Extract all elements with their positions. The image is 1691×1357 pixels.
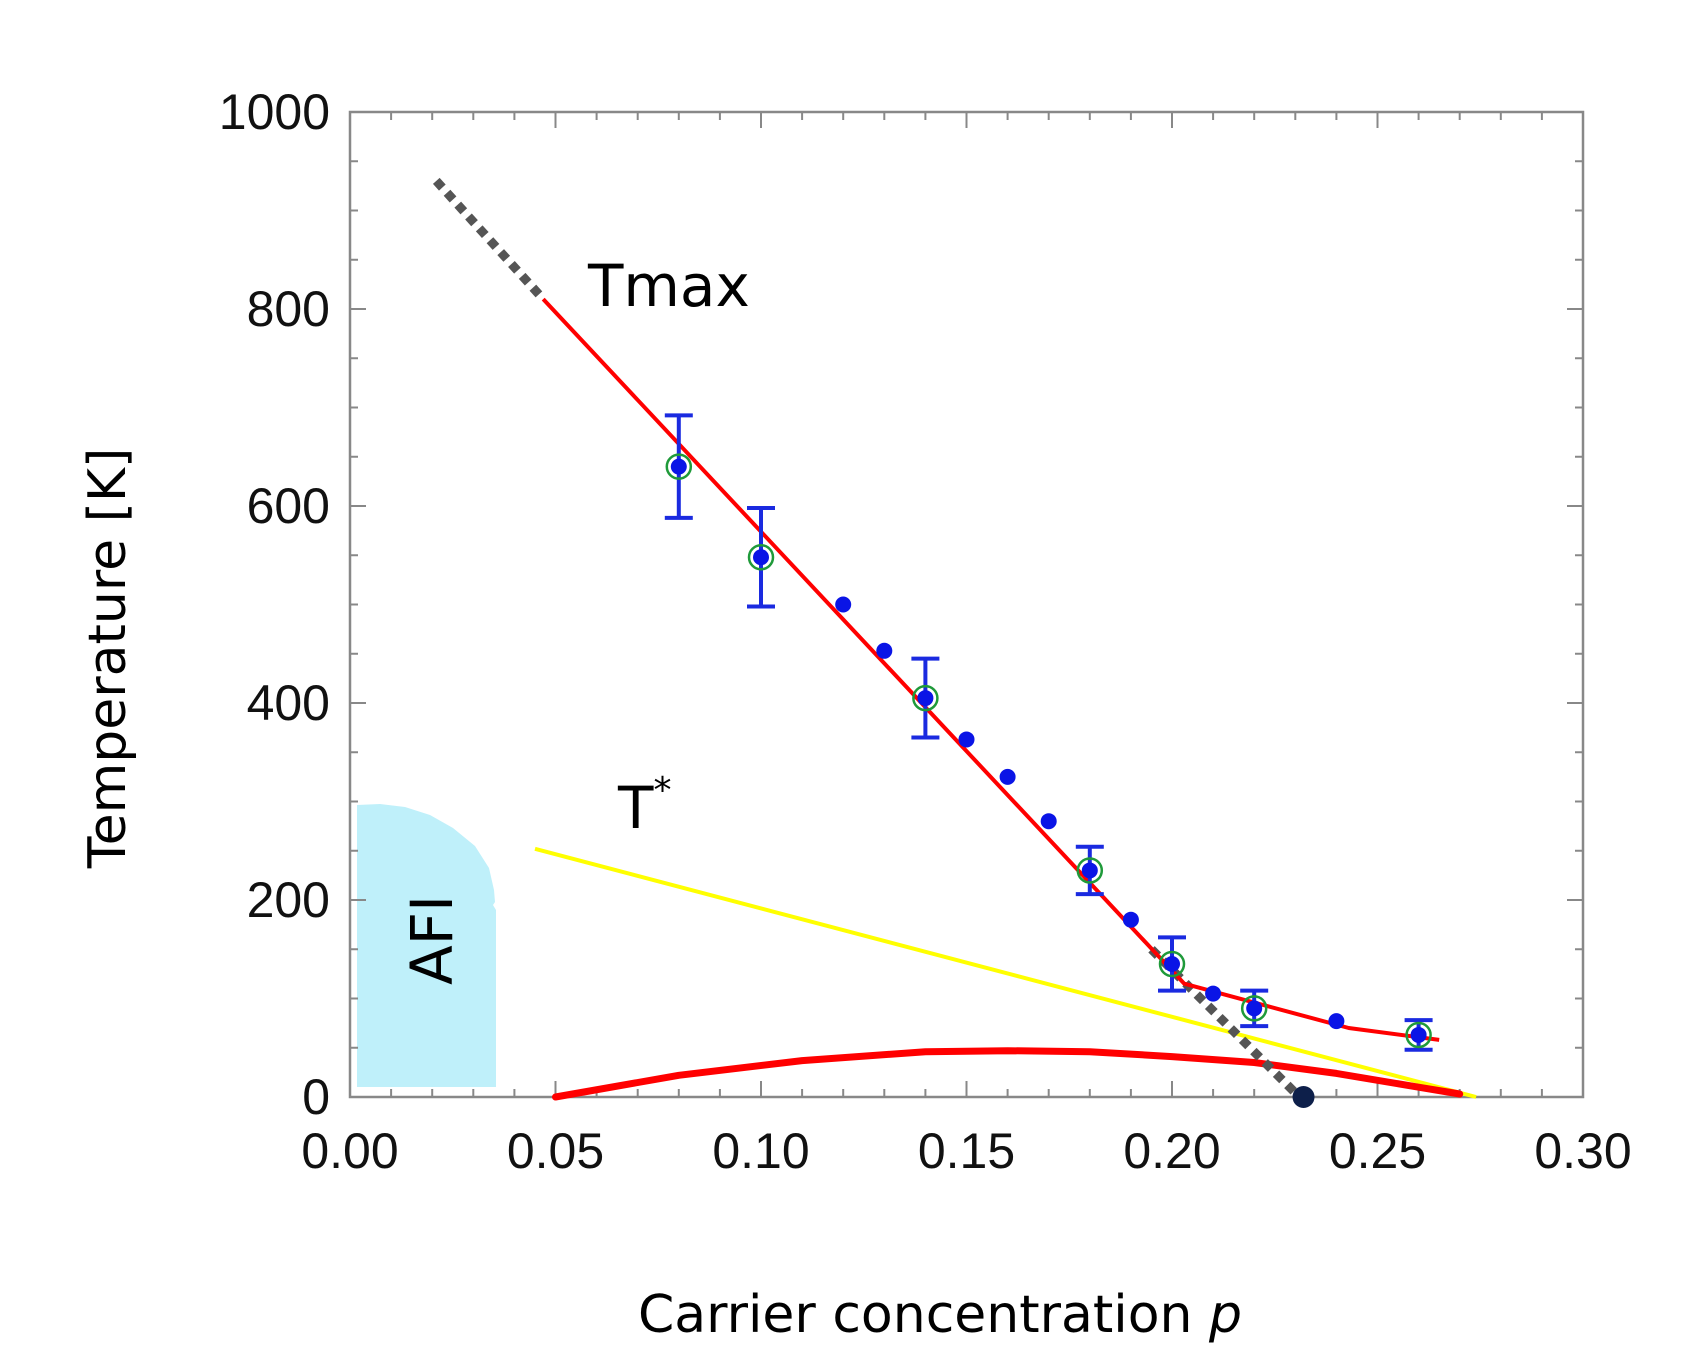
endpoint-marker — [1292, 1086, 1315, 1108]
open-circle-marker — [1405, 1021, 1432, 1049]
data-point — [999, 768, 1016, 785]
x-tick-label: 0.30 — [1534, 1123, 1631, 1179]
data-point — [753, 549, 769, 566]
dome-curve — [552, 1047, 1464, 1101]
y-tick-label: 0 — [302, 1069, 330, 1125]
open-circle-marker — [912, 684, 939, 712]
x-tick-label: 0.15 — [918, 1123, 1015, 1179]
data-point — [958, 731, 975, 748]
data-point — [1081, 862, 1098, 879]
tmax-fit-line — [541, 297, 1440, 1042]
plot-frame — [348, 110, 1585, 1099]
afi-region — [357, 804, 496, 1087]
afi-region-layer — [357, 804, 496, 1087]
x-tick-label: 0.05 — [507, 1123, 604, 1179]
data-point — [1410, 1026, 1427, 1043]
x-tick-label: 0.00 — [301, 1123, 398, 1179]
points-layer — [665, 453, 1432, 1108]
data-point — [1246, 1000, 1263, 1017]
annotation-tmax: Tmax — [587, 252, 750, 320]
data-point — [917, 690, 934, 707]
open-circle-marker — [1240, 995, 1268, 1022]
t-star-base: T — [617, 774, 654, 842]
axis-ticks — [349, 111, 1584, 1098]
x-axis-title-space — [1192, 1285, 1209, 1345]
x-tick-label: 0.10 — [712, 1123, 809, 1179]
x-tick-labels: 0.00 0.05 0.10 0.15 0.20 0.25 0.30 — [301, 1123, 1631, 1179]
x-axis-title: Carrier concentration p — [638, 1285, 1242, 1345]
y-tick-label: 600 — [247, 478, 330, 534]
error-bars-layer — [664, 413, 1433, 1052]
annotation-t-star: T* — [617, 770, 671, 842]
open-circle-marker — [665, 453, 693, 480]
data-point — [1164, 956, 1180, 973]
dotted-extrapolation-line — [432, 177, 547, 303]
x-tick-label: 0.25 — [1329, 1123, 1426, 1179]
x-tick-label: 0.20 — [1123, 1123, 1220, 1179]
data-point — [1040, 813, 1057, 830]
data-point — [835, 596, 852, 613]
y-tick-label: 400 — [247, 675, 330, 731]
curves-layer — [432, 177, 1477, 1101]
open-circle-marker — [747, 543, 775, 571]
data-point — [1205, 985, 1222, 1002]
annotation-afi: AFI — [398, 895, 466, 985]
data-point — [1328, 1013, 1345, 1030]
data-point — [1122, 911, 1139, 928]
x-axis-title-text: Carrier concentration — [638, 1285, 1193, 1345]
x-axis-title-variable: p — [1208, 1285, 1242, 1345]
t-star-superscript: * — [653, 770, 671, 811]
y-tick-label: 200 — [247, 872, 330, 928]
y-tick-label: 800 — [247, 281, 330, 337]
data-point — [670, 458, 687, 475]
y-tick-labels: 0 200 400 600 800 1000 — [219, 84, 330, 1125]
data-point — [876, 642, 893, 659]
y-tick-label: 1000 — [219, 84, 330, 140]
t-star-line — [534, 846, 1477, 1099]
y-axis-title: Temperature [K] — [78, 448, 138, 870]
open-circle-marker — [1158, 950, 1186, 978]
open-circle-marker — [1076, 857, 1104, 884]
